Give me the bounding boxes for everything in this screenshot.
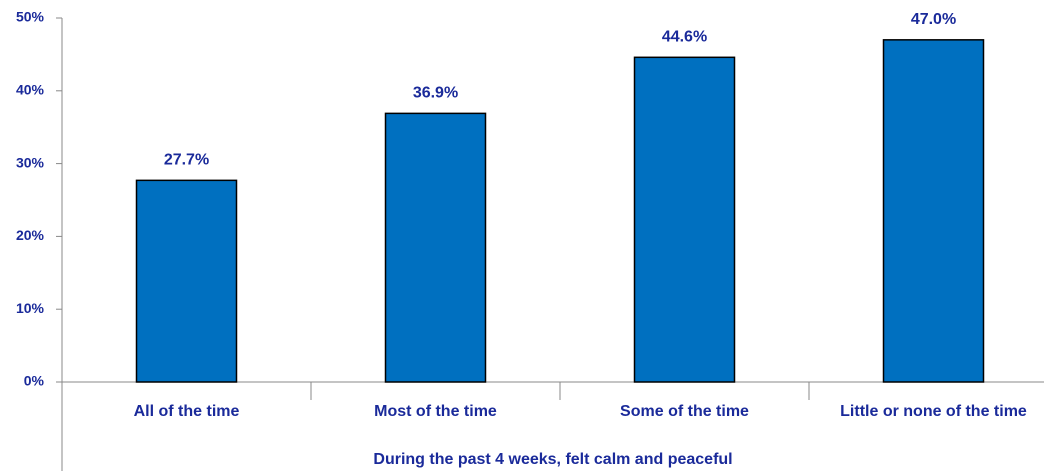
y-tick-label: 10% <box>16 300 45 316</box>
x-tick-label: All of the time <box>134 403 240 420</box>
value-label: 36.9% <box>413 85 458 102</box>
value-label: 44.6% <box>662 29 707 46</box>
x-tick-label: Some of the time <box>620 403 749 420</box>
bar <box>384 112 487 383</box>
y-tick-label: 40% <box>16 82 45 98</box>
y-tick-label: 20% <box>16 227 45 243</box>
y-tick-label: 30% <box>16 154 45 170</box>
y-tick-label: 50% <box>16 9 45 25</box>
bar <box>633 56 736 383</box>
bar <box>882 39 985 383</box>
x-tick-label: Little or none of the time <box>840 403 1027 420</box>
x-tick-label: Most of the time <box>374 403 497 420</box>
value-label: 27.7% <box>164 152 209 169</box>
x-axis-title: During the past 4 weeks, felt calm and p… <box>373 451 732 468</box>
y-tick-label: 0% <box>24 373 45 389</box>
value-label: 47.0% <box>911 11 956 28</box>
bar <box>135 179 238 383</box>
